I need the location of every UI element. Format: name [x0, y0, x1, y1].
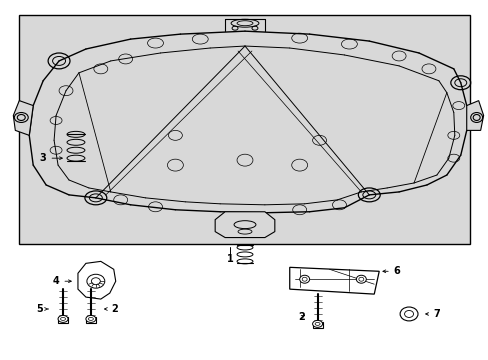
Polygon shape [58, 317, 68, 323]
Ellipse shape [87, 274, 104, 288]
Polygon shape [78, 261, 116, 299]
Ellipse shape [61, 318, 65, 320]
Ellipse shape [302, 277, 306, 281]
Text: 2: 2 [298, 312, 305, 322]
Text: 7: 7 [425, 309, 439, 319]
Polygon shape [13, 100, 33, 135]
Ellipse shape [299, 275, 309, 283]
Polygon shape [215, 212, 274, 238]
Ellipse shape [91, 278, 100, 285]
Polygon shape [289, 267, 379, 294]
Polygon shape [466, 100, 483, 130]
Bar [19, 15, 469, 243]
Polygon shape [86, 317, 96, 323]
Ellipse shape [88, 318, 93, 320]
Ellipse shape [356, 275, 366, 283]
Ellipse shape [58, 315, 68, 323]
Ellipse shape [312, 320, 322, 327]
Polygon shape [312, 322, 322, 328]
Ellipse shape [404, 310, 413, 318]
Text: 5: 5 [36, 304, 48, 314]
Ellipse shape [86, 315, 96, 323]
Ellipse shape [399, 307, 417, 321]
Text: 1: 1 [226, 255, 233, 264]
Text: 3: 3 [40, 153, 62, 163]
Ellipse shape [314, 323, 320, 325]
Text: 4: 4 [53, 276, 71, 286]
Ellipse shape [358, 277, 363, 281]
Text: 2: 2 [104, 304, 118, 314]
Text: 6: 6 [382, 266, 400, 276]
